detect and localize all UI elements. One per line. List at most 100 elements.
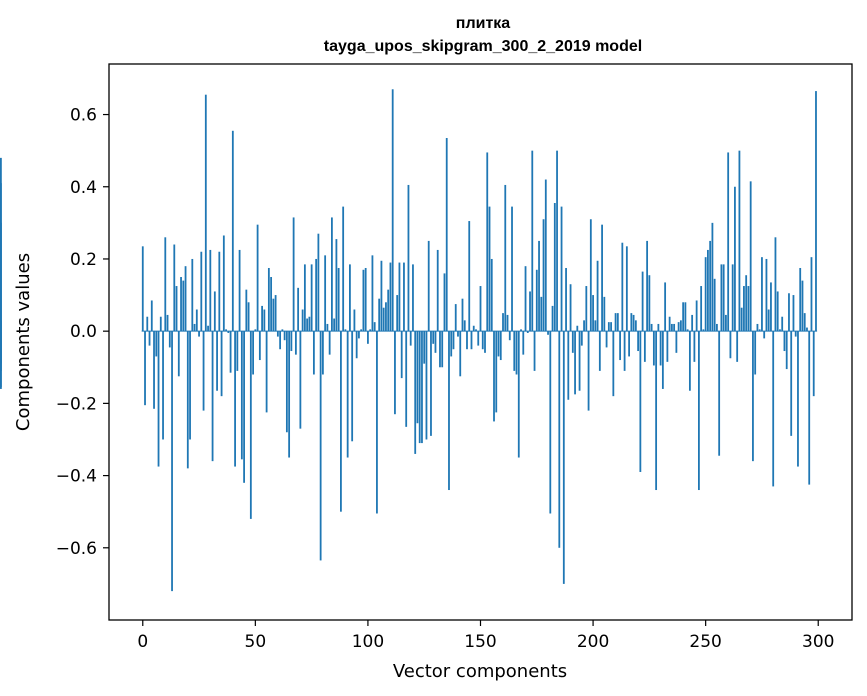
- bar-component-251: [707, 249, 709, 332]
- x-tick-label: 150: [464, 632, 496, 652]
- bar-component-236: [673, 323, 676, 332]
- bar-component-75: [310, 264, 313, 332]
- bar-component-50: [254, 329, 257, 332]
- y-tick-label: 0.4: [70, 178, 97, 198]
- bar-component-134: [443, 273, 446, 332]
- bar-component-63: [283, 331, 286, 341]
- x-tick-label: 250: [689, 632, 721, 652]
- bar-component-107: [382, 307, 385, 332]
- bar-component-223: [643, 331, 646, 362]
- bar-component-145: [468, 221, 471, 332]
- bar-component-261: [729, 331, 732, 359]
- bar-component-231: [661, 331, 664, 389]
- bar-component-4: [150, 300, 153, 332]
- bar-component-271: [752, 331, 754, 462]
- bar-component-122: [416, 331, 419, 424]
- bar-component-114: [398, 262, 401, 332]
- bar-component-84: [331, 217, 333, 332]
- bar-component-111: [391, 89, 394, 332]
- bar-component-252: [709, 240, 712, 332]
- bar-component-224: [646, 240, 649, 332]
- bar-component-128: [430, 331, 432, 436]
- bar-component-146: [470, 331, 473, 350]
- bar-component-283: [779, 329, 781, 332]
- bar-component-212: [619, 331, 621, 361]
- bar-component-201: [594, 320, 597, 332]
- bar-component-undefined: [0, 331, 2, 388]
- bar-component-148: [475, 329, 477, 332]
- bar-component-162: [506, 314, 509, 332]
- bar-component-76: [312, 331, 315, 375]
- bar-component-243: [688, 331, 691, 391]
- bar-component-168: [520, 329, 522, 332]
- bar-component-164: [511, 206, 513, 332]
- bar-component-253: [711, 222, 714, 332]
- bar-component-97: [360, 329, 363, 332]
- bar-component-117: [405, 331, 408, 427]
- bar-component-189: [567, 331, 570, 400]
- bar-component-207: [607, 322, 610, 332]
- bar-component-53: [261, 305, 263, 332]
- bar-component-100: [367, 331, 369, 344]
- bar-component-21: [189, 331, 191, 440]
- bar-component-268: [745, 275, 748, 332]
- bar-component-85: [333, 318, 336, 332]
- bar-component-298: [812, 331, 815, 397]
- bar-component-126: [425, 331, 428, 440]
- bar-component-115: [400, 331, 403, 379]
- bar-component-82: [326, 323, 329, 332]
- bar-component-192: [574, 331, 576, 395]
- bar-component-173: [531, 150, 534, 332]
- bar-component-121: [414, 331, 417, 454]
- bar-component-291: [797, 331, 799, 467]
- y-tick-label: 0.6: [70, 106, 97, 126]
- bar-component-72: [303, 264, 306, 332]
- bar-component-39: [229, 331, 232, 373]
- bar-component-67: [292, 217, 295, 332]
- bar-component-141: [459, 331, 462, 377]
- bar-component-213: [621, 242, 624, 332]
- bar-component-106: [380, 260, 383, 332]
- x-axis: 0 50 100 150 200 250 300: [137, 620, 834, 652]
- bar-component-151: [481, 331, 484, 350]
- bar-component-155: [490, 258, 493, 332]
- bar-component-286: [785, 331, 788, 370]
- bar-component-290: [794, 331, 797, 337]
- bar-component-256: [718, 331, 721, 456]
- bar-component-161: [504, 184, 507, 332]
- bar-component-119: [409, 331, 412, 346]
- bar-component-44: [240, 331, 243, 460]
- bar-component-65: [288, 331, 291, 458]
- bar-component-170: [524, 266, 527, 332]
- bar-component-248: [700, 286, 703, 332]
- bar-component-199: [589, 219, 592, 332]
- bar-component-245: [693, 331, 696, 362]
- bar-component-40: [231, 130, 234, 332]
- bar-component-19: [184, 266, 187, 332]
- bar-component-24: [195, 309, 198, 332]
- bar-component-184: [556, 150, 558, 332]
- bar-component-241: [684, 302, 687, 332]
- bar-component-37: [225, 329, 227, 332]
- bar-component-263: [734, 186, 736, 332]
- bar-component-41: [234, 331, 236, 467]
- bar-component-174: [533, 331, 536, 371]
- bar-component-46: [245, 289, 248, 332]
- bar-component-186: [560, 206, 563, 332]
- bar-component-52: [258, 331, 261, 361]
- bar-component-166: [515, 331, 518, 375]
- bar-component-105: [378, 298, 381, 332]
- bar-component-104: [376, 331, 378, 514]
- x-tick-label: 0: [137, 632, 148, 652]
- bar-component-25: [198, 331, 200, 337]
- bar-component-235: [670, 323, 673, 332]
- bar-component-188: [565, 267, 567, 332]
- bar-component-78: [317, 233, 320, 332]
- bar-component-228: [655, 331, 658, 491]
- bar-component-225: [648, 275, 651, 332]
- bar-component-211: [616, 313, 619, 332]
- bar-component-90: [344, 329, 347, 332]
- bar-component-154: [488, 206, 491, 332]
- bar-component-93: [351, 331, 354, 442]
- bar-component-227: [652, 331, 655, 366]
